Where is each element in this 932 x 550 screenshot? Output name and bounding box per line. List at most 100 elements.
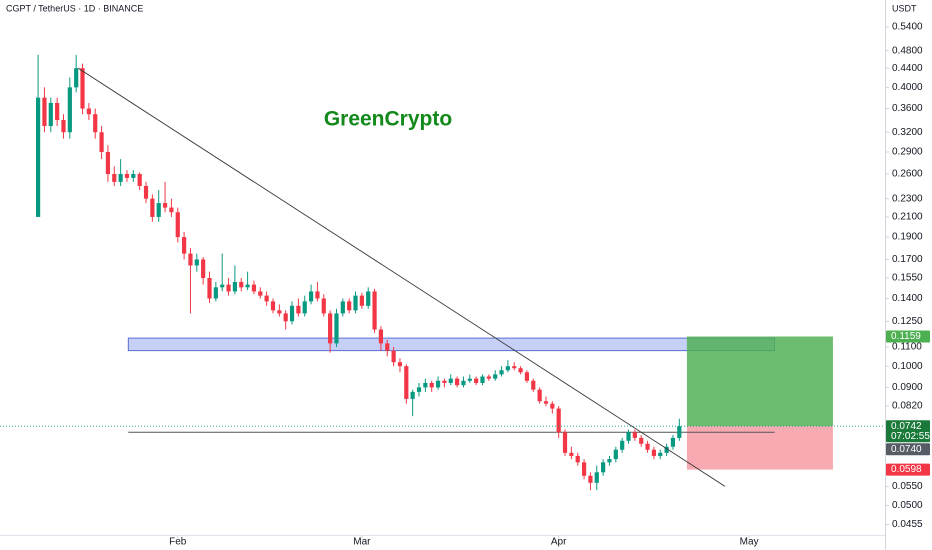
y-tick-label: 0.2900 xyxy=(892,147,923,158)
price-badge-label: 0.0598 xyxy=(891,464,922,475)
candle-body xyxy=(594,472,599,483)
candle-body xyxy=(105,152,111,174)
candle-body xyxy=(429,382,434,388)
candle-body xyxy=(124,173,130,178)
candle-body xyxy=(289,305,295,322)
candle-body xyxy=(74,68,79,88)
candle-body xyxy=(474,378,479,383)
candle-body xyxy=(378,329,384,344)
candle-body xyxy=(137,173,142,186)
candle-body xyxy=(645,443,650,450)
candle-body xyxy=(277,310,282,314)
candle-body xyxy=(613,449,618,460)
candle-body xyxy=(569,452,574,456)
candle-body xyxy=(93,114,98,133)
price-badge-label: 0.0740 xyxy=(891,444,922,455)
candle-body xyxy=(308,291,314,302)
candle-body xyxy=(524,372,530,381)
candle-body xyxy=(55,103,60,121)
candle-body xyxy=(537,389,542,402)
candle-body xyxy=(220,284,225,288)
y-tick-label: 0.4000 xyxy=(892,82,923,93)
price-badge xyxy=(886,443,930,456)
candle-body xyxy=(156,203,161,217)
zone xyxy=(127,337,775,352)
axis-unit: USDT xyxy=(892,3,917,13)
candle-body xyxy=(499,370,504,375)
price-badge xyxy=(886,463,930,476)
y-tick-label: 0.1550 xyxy=(892,273,923,284)
annotation: GreenCrypto xyxy=(324,108,452,131)
y-tick-label: 0.0455 xyxy=(892,519,923,530)
candle-body xyxy=(201,259,206,279)
candle-body xyxy=(556,408,561,433)
x-tick-label: Mar xyxy=(353,537,371,548)
y-tick-label: 0.1250 xyxy=(892,316,923,327)
candle-body xyxy=(182,237,187,254)
candle-body xyxy=(670,437,676,447)
candle-body xyxy=(543,401,549,404)
candle-body xyxy=(575,455,580,463)
y-tick-label: 0.4800 xyxy=(892,45,923,56)
candle-body xyxy=(67,87,72,133)
candle-body xyxy=(162,203,168,208)
candle-body xyxy=(359,295,364,306)
candle-body xyxy=(42,97,47,127)
candle-body xyxy=(283,313,288,322)
y-tick-label: 0.3600 xyxy=(892,103,923,114)
profit-zone xyxy=(686,336,833,427)
candle-body xyxy=(385,343,390,351)
candle-body xyxy=(442,380,447,383)
price-badge xyxy=(886,420,930,443)
candle-body xyxy=(296,305,301,314)
candle-body xyxy=(639,437,644,444)
candle-body xyxy=(372,291,377,330)
candle-body xyxy=(651,449,657,456)
y-tick-label: 0.1100 xyxy=(892,342,922,353)
trendline xyxy=(77,67,726,487)
candle-body xyxy=(518,368,523,373)
candle-body xyxy=(334,313,339,344)
candle-body xyxy=(505,366,510,371)
candle-body xyxy=(347,301,352,311)
x-tick-label: Apr xyxy=(551,537,567,548)
candle-body xyxy=(512,366,517,369)
y-tick-label: 0.4400 xyxy=(892,63,923,74)
candle-body xyxy=(48,103,53,127)
candle-body xyxy=(328,313,333,344)
chart-title: CGPT / TetherUS · 1D · BINANCE xyxy=(6,3,143,13)
candle-body xyxy=(226,284,231,292)
candle-body xyxy=(562,432,568,453)
y-tick-label: 0.0500 xyxy=(892,500,923,511)
candle-body xyxy=(461,380,466,386)
candle-body xyxy=(632,432,637,438)
candle-body xyxy=(588,475,593,483)
candle-body xyxy=(251,284,257,292)
y-tick-label: 0.1700 xyxy=(892,254,923,265)
countdown: 07:02:55 xyxy=(891,431,930,442)
candle-body xyxy=(315,291,320,299)
y-tick-label: 0.1400 xyxy=(892,293,923,304)
candle-body xyxy=(626,432,631,441)
candle-body xyxy=(143,185,149,199)
candle-body xyxy=(175,212,180,238)
x-tick-label: Feb xyxy=(169,537,187,548)
candle-body xyxy=(99,132,104,153)
candle-body xyxy=(194,259,199,266)
y-tick-label: 0.3200 xyxy=(892,127,923,138)
candle-body xyxy=(435,380,441,388)
candle-body xyxy=(448,378,453,383)
candle-body xyxy=(620,440,625,450)
y-tick-label: 0.1900 xyxy=(892,232,923,243)
candle-body xyxy=(404,366,409,399)
y-tick-label: 0.0550 xyxy=(892,481,923,492)
candle-body xyxy=(112,173,117,182)
candle-body xyxy=(677,426,682,438)
candle-body xyxy=(607,459,612,463)
candle-body xyxy=(61,120,66,133)
y-tick-label: 0.2100 xyxy=(892,212,923,223)
y-tick-label: 0.2300 xyxy=(892,193,923,204)
candle-body xyxy=(397,362,403,367)
y-tick-label: 0.0820 xyxy=(892,401,923,412)
